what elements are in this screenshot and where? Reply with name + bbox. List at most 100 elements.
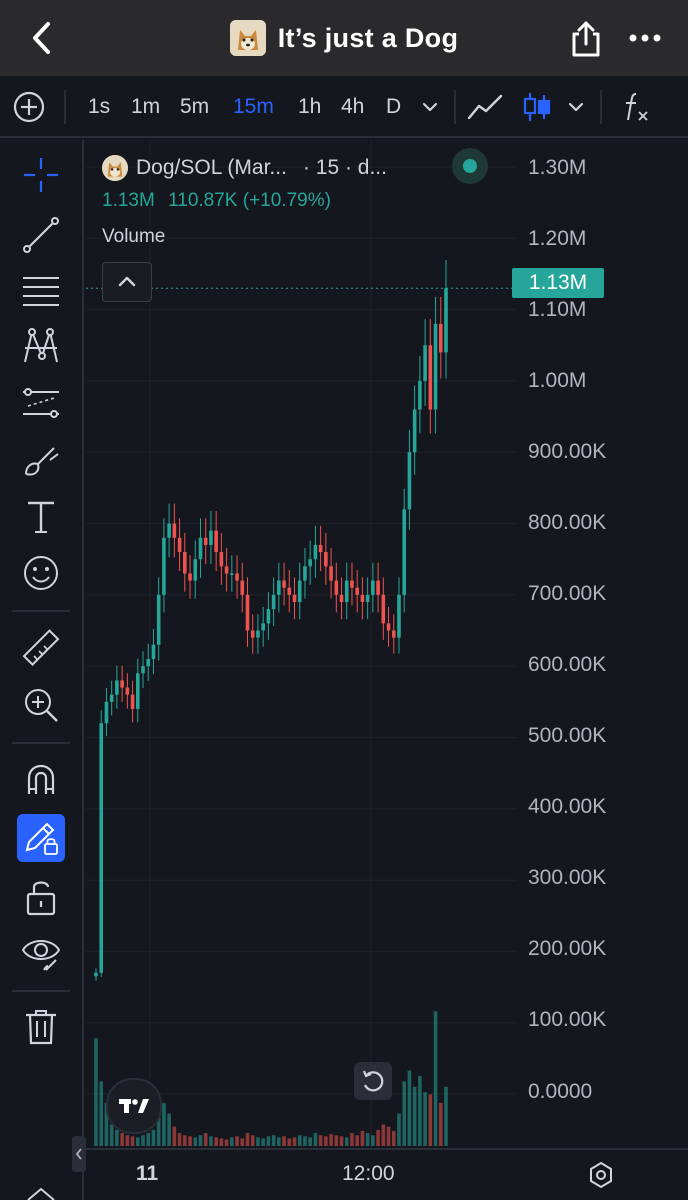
zoom-in-icon[interactable] xyxy=(20,684,62,726)
lock-drawing-icon[interactable] xyxy=(17,814,65,862)
candle-body xyxy=(308,559,312,567)
line-chart-icon[interactable] xyxy=(466,90,504,124)
forecast-icon[interactable] xyxy=(20,382,62,424)
volume-bar xyxy=(297,1135,302,1146)
volume-bar xyxy=(214,1137,218,1146)
volume-bar xyxy=(397,1113,401,1146)
volume-bar xyxy=(250,1135,255,1146)
candle-body xyxy=(115,680,119,695)
hide-drawings-icon[interactable] xyxy=(20,932,62,974)
dog-icon xyxy=(102,155,128,181)
volume-bar xyxy=(177,1133,182,1146)
volume-bar xyxy=(115,1129,119,1146)
volume-bar xyxy=(303,1136,307,1146)
volume-bar xyxy=(381,1124,386,1146)
price-chart[interactable] xyxy=(86,140,688,1148)
more-horizontal-icon[interactable] xyxy=(628,24,662,52)
home-partial-icon[interactable] xyxy=(26,1186,56,1200)
candle-body xyxy=(230,573,234,575)
candle-body xyxy=(266,609,271,624)
pattern-icon[interactable] xyxy=(20,326,62,368)
volume-bar xyxy=(198,1135,203,1146)
volume-bar xyxy=(230,1137,234,1146)
candle-body xyxy=(277,580,281,595)
candle-body xyxy=(109,694,114,702)
chevron-down-icon[interactable] xyxy=(418,90,442,124)
chevron-up-icon xyxy=(118,276,136,287)
trash-icon[interactable] xyxy=(20,1006,62,1048)
legend-interval: · 15 · d... xyxy=(302,156,387,179)
ruler-icon[interactable] xyxy=(20,628,62,670)
candle-body xyxy=(209,530,213,545)
candle-body xyxy=(219,552,224,567)
interval-5m[interactable]: 5m xyxy=(180,95,210,118)
volume-bar xyxy=(350,1133,354,1146)
market-status-indicator[interactable] xyxy=(452,148,488,184)
toolbar-divider xyxy=(12,990,70,992)
candle-body xyxy=(423,345,427,381)
interval-4h[interactable]: 4h xyxy=(341,95,365,118)
chevron-left-icon[interactable] xyxy=(22,18,62,58)
legend-symbol[interactable]: Dog/SOL (Mar... xyxy=(136,156,287,179)
chart-legend: Dog/SOL (Mar... · 15 · d... xyxy=(102,152,387,184)
interval-1m[interactable]: 1m xyxy=(131,95,161,118)
y-axis-label: 300.00K xyxy=(528,866,607,889)
y-axis-label: 100.00K xyxy=(528,1008,607,1031)
fib-retracement-icon[interactable] xyxy=(20,270,62,312)
candle-body xyxy=(271,594,276,610)
magnet-icon[interactable] xyxy=(20,760,62,802)
volume-bar xyxy=(94,1038,98,1146)
volume-bar xyxy=(334,1135,339,1146)
settings-icon[interactable] xyxy=(586,1160,616,1190)
y-axis-label: 500.00K xyxy=(528,724,607,747)
volume-bar xyxy=(188,1136,192,1146)
legend-price: 1.13M xyxy=(102,190,155,211)
volume-bar xyxy=(308,1137,312,1146)
volume-bar xyxy=(256,1137,260,1146)
emoji-icon[interactable] xyxy=(20,552,62,594)
tradingview-logo[interactable] xyxy=(106,1078,162,1134)
interval-1d[interactable]: D xyxy=(386,95,402,118)
volume-bar xyxy=(261,1138,265,1146)
expand-toolbar-tab[interactable] xyxy=(72,1136,86,1172)
volume-bar xyxy=(423,1092,427,1146)
crosshair-icon[interactable] xyxy=(20,154,62,196)
candle-body xyxy=(339,594,344,602)
candlestick-icon[interactable] xyxy=(520,90,554,124)
candle-body xyxy=(402,509,407,595)
interval-1h[interactable]: 1h xyxy=(298,95,322,118)
candle-body xyxy=(297,580,302,602)
legend-values: 1.13M 110.87K (+10.79%) xyxy=(102,190,339,212)
dog-icon xyxy=(229,20,266,56)
unlock-icon[interactable] xyxy=(20,876,62,918)
candle-body xyxy=(355,587,359,595)
collapse-legend-button[interactable] xyxy=(102,262,152,302)
toolbar-edge xyxy=(82,140,84,1200)
volume-bar xyxy=(271,1135,276,1146)
reset-chart-button[interactable] xyxy=(354,1062,392,1100)
text-icon[interactable] xyxy=(20,496,62,538)
y-axis-label: 1.10M xyxy=(528,298,587,321)
volume-bar xyxy=(172,1126,177,1146)
volume-bar xyxy=(146,1133,151,1146)
candle-body xyxy=(214,530,218,553)
volume-bar xyxy=(162,1102,166,1146)
volume-bar xyxy=(183,1135,187,1146)
indicators-fx-icon[interactable] xyxy=(620,90,654,124)
interval-1s[interactable]: 1s xyxy=(88,95,111,118)
candle-body xyxy=(183,552,187,574)
trend-line-icon[interactable] xyxy=(20,214,62,256)
chevron-down-icon[interactable] xyxy=(564,90,588,124)
candle-body xyxy=(412,409,417,453)
candle-body xyxy=(360,594,365,602)
y-axis-label: 1.20M xyxy=(528,227,587,250)
y-axis-label: 0.0000 xyxy=(528,1080,593,1103)
brush-icon[interactable] xyxy=(20,440,62,482)
volume-bar xyxy=(240,1138,245,1146)
volume-bar xyxy=(130,1136,135,1146)
share-icon[interactable] xyxy=(568,20,604,58)
candle-body xyxy=(198,537,203,560)
add-circle-icon[interactable] xyxy=(12,90,46,124)
interval-15m[interactable]: 15m xyxy=(233,95,274,118)
candle-body xyxy=(256,630,260,638)
